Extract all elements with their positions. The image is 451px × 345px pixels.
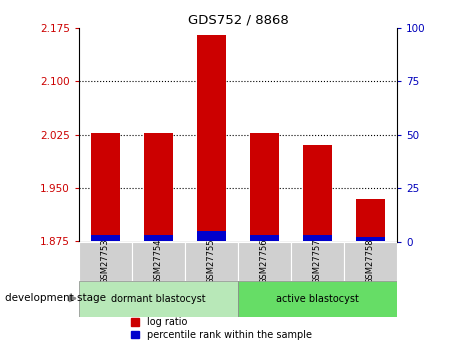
Text: GSM27754: GSM27754 bbox=[154, 239, 163, 284]
Text: GSM27758: GSM27758 bbox=[366, 238, 375, 284]
Text: GSM27753: GSM27753 bbox=[101, 238, 110, 284]
Bar bbox=[197, 35, 226, 242]
Bar bbox=[238, 241, 291, 281]
Bar bbox=[250, 235, 279, 242]
Text: GSM27755: GSM27755 bbox=[207, 239, 216, 284]
Bar bbox=[303, 145, 332, 242]
Bar bbox=[91, 235, 120, 242]
Text: dormant blastocyst: dormant blastocyst bbox=[111, 294, 206, 304]
Text: active blastocyst: active blastocyst bbox=[276, 294, 359, 304]
Bar bbox=[91, 133, 120, 242]
Bar bbox=[356, 237, 385, 242]
Bar bbox=[144, 133, 173, 242]
Bar bbox=[79, 281, 238, 317]
Bar bbox=[238, 281, 397, 317]
Bar bbox=[144, 235, 173, 242]
Bar bbox=[291, 241, 344, 281]
Bar bbox=[197, 231, 226, 241]
Bar bbox=[344, 241, 397, 281]
Bar bbox=[79, 241, 132, 281]
Legend: log ratio, percentile rank within the sample: log ratio, percentile rank within the sa… bbox=[127, 313, 316, 344]
Bar bbox=[185, 241, 238, 281]
Text: GSM27756: GSM27756 bbox=[260, 238, 269, 284]
Bar bbox=[132, 241, 185, 281]
Bar bbox=[303, 235, 332, 242]
Bar bbox=[356, 199, 385, 242]
Text: development stage: development stage bbox=[5, 294, 106, 303]
Bar bbox=[250, 133, 279, 242]
Title: GDS752 / 8868: GDS752 / 8868 bbox=[188, 13, 288, 27]
Text: GSM27757: GSM27757 bbox=[313, 238, 322, 284]
